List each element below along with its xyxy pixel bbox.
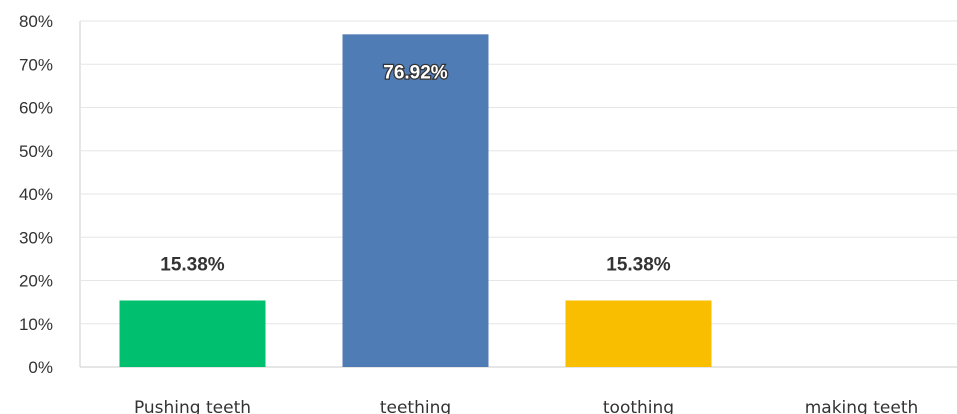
x-tick-label: Pushing teeth [134, 398, 251, 414]
y-tick-label: 60% [19, 99, 53, 118]
x-tick-label: toothing [603, 398, 674, 414]
y-tick-label: 50% [19, 142, 53, 161]
data-labels: 15.38% 76.92% 15.38% [160, 61, 671, 275]
y-tick-label: 20% [19, 272, 53, 291]
data-label: 15.38% [160, 254, 225, 275]
y-tick-label: 0% [28, 358, 53, 377]
bar [119, 300, 266, 367]
y-tick-label: 80% [19, 12, 53, 31]
x-axis-labels: Pushing teeth teething toothing making teet… [134, 398, 918, 414]
y-tick-label: 40% [19, 185, 53, 204]
y-tick-label: 70% [19, 55, 53, 74]
x-tick-label: making teeth [805, 398, 919, 414]
bars [119, 34, 712, 368]
y-axis-ticks: 0% 10% 20% 30% 40% 50% 60% 70% 80% [19, 12, 53, 377]
bar [565, 300, 712, 367]
y-tick-label: 30% [19, 228, 53, 247]
data-label: 76.92% [383, 62, 448, 83]
data-label: 15.38% [606, 254, 671, 275]
bar [342, 34, 489, 368]
y-tick-label: 10% [19, 315, 53, 334]
x-tick-label: teething [380, 398, 451, 414]
